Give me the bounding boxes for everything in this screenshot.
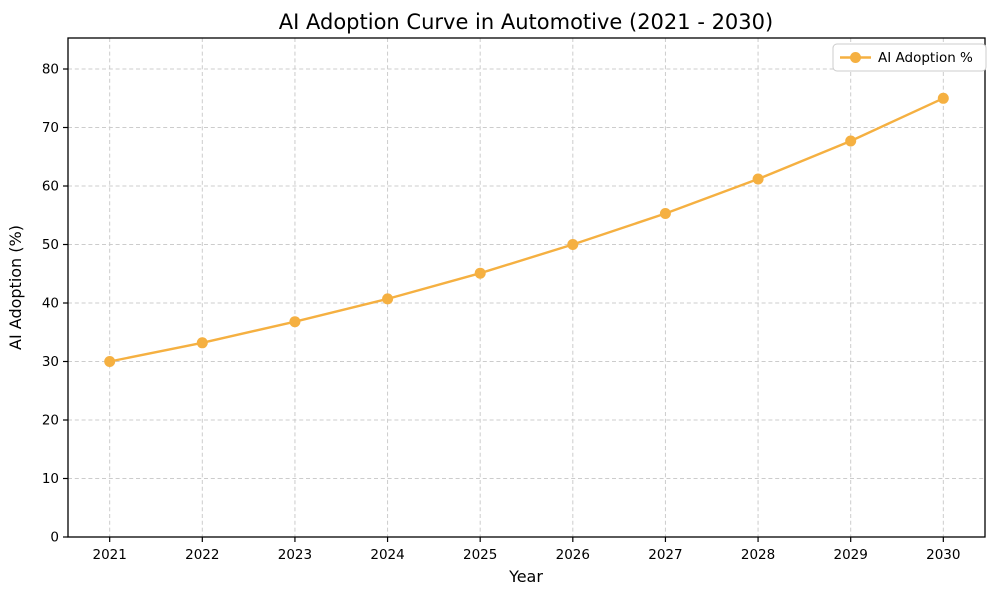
y-tick-label: 10 [42, 471, 59, 487]
data-point [845, 135, 857, 147]
data-point [382, 293, 394, 305]
data-points [104, 92, 949, 367]
legend-box [832, 43, 987, 72]
x-tick-label: 2022 [185, 547, 219, 563]
x-tick-label: 2030 [926, 547, 960, 563]
legend-label: AI Adoption % [878, 50, 973, 66]
x-tick-label: 2024 [370, 547, 404, 563]
data-point [104, 356, 116, 367]
data-point [752, 173, 764, 185]
legend: AI Adoption % [832, 43, 987, 72]
chart-title: AI Adoption Curve in Automotive (2021 - … [279, 10, 773, 34]
x-tick-label: 2026 [556, 547, 590, 563]
x-tick-label: 2023 [278, 547, 312, 563]
x-tick-label: 2029 [834, 547, 868, 563]
plot-border [67, 37, 986, 538]
gridlines [68, 38, 985, 537]
y-tick-label: 70 [42, 120, 59, 136]
y-tick-labels: 0 10 20 30 40 50 60 70 80 [42, 62, 59, 546]
legend-marker-icon [850, 52, 861, 63]
data-point [289, 316, 301, 328]
y-tick-label: 60 [42, 179, 59, 195]
y-tick-label: 30 [42, 354, 59, 370]
data-line [108, 97, 945, 363]
y-tick-label: 0 [50, 530, 59, 546]
data-point [196, 337, 208, 349]
y-tick-label: 20 [42, 413, 59, 429]
axis-ticks [63, 68, 944, 542]
data-point [474, 267, 486, 279]
x-tick-label: 2027 [648, 547, 682, 563]
y-tick-label: 50 [42, 237, 59, 253]
y-tick-label: 80 [42, 62, 59, 78]
x-tick-label: 2025 [463, 547, 497, 563]
x-tick-labels: 2021 2022 2023 2024 2025 2026 2027 2028 2029 2030 [93, 547, 961, 563]
y-axis-label: AI Adoption (%) [6, 225, 25, 350]
x-axis-label: Year [508, 567, 543, 586]
y-tick-label: 40 [42, 296, 59, 312]
data-point [567, 239, 579, 250]
data-point [937, 92, 949, 104]
x-tick-label: 2021 [93, 547, 127, 563]
data-point [659, 208, 671, 219]
x-tick-label: 2028 [741, 547, 775, 563]
